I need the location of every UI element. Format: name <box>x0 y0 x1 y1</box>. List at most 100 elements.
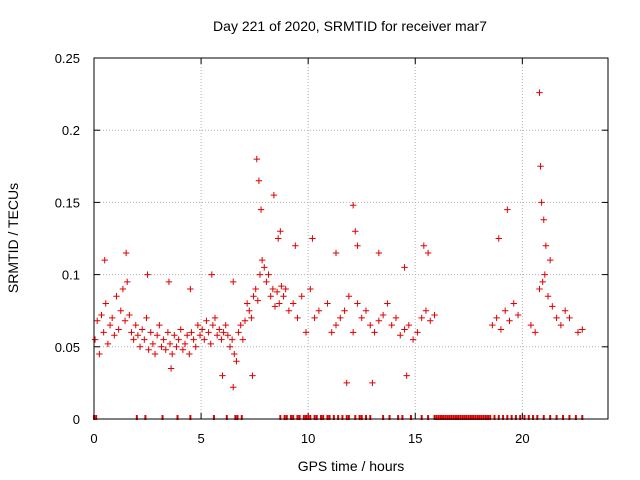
data-point <box>285 307 293 314</box>
data-point <box>216 326 223 333</box>
data-point <box>198 326 206 333</box>
data-point <box>109 314 116 322</box>
data-point <box>119 285 127 293</box>
data-point <box>213 332 221 339</box>
data-point <box>302 329 310 336</box>
data-point <box>165 278 173 286</box>
data-point <box>166 340 174 348</box>
data-point <box>138 326 146 333</box>
data-point <box>153 332 161 339</box>
data-point <box>230 384 237 391</box>
data-point <box>403 372 410 379</box>
data-point <box>420 242 428 249</box>
data-point <box>122 249 130 257</box>
data-point <box>255 177 263 184</box>
data-point <box>375 317 383 325</box>
data-point <box>218 336 225 343</box>
data-point <box>173 343 180 350</box>
data-point <box>510 300 517 307</box>
data-point <box>332 321 340 329</box>
data-point <box>250 293 257 300</box>
data-point <box>143 314 150 322</box>
data-point <box>273 288 281 296</box>
data-point <box>96 350 103 358</box>
data-point <box>224 332 232 339</box>
data-point <box>280 293 287 300</box>
data-point <box>424 249 432 257</box>
data-point <box>235 329 242 336</box>
data-point <box>233 358 240 365</box>
data-point <box>257 206 265 213</box>
data-point <box>205 329 212 336</box>
data-point <box>181 340 189 348</box>
data-point <box>493 314 500 322</box>
data-point <box>358 314 365 322</box>
data-point <box>123 278 131 286</box>
data-point <box>188 329 195 336</box>
data-point <box>113 293 120 300</box>
data-point <box>495 235 502 242</box>
data-point <box>230 278 237 286</box>
data-point <box>201 336 208 343</box>
data-point <box>187 285 194 293</box>
data-point <box>261 264 268 271</box>
data-point <box>328 329 335 336</box>
data-point <box>265 271 272 278</box>
data-point <box>397 332 404 339</box>
data-point <box>311 314 318 322</box>
data-point <box>179 346 187 353</box>
data-point <box>401 264 408 271</box>
y-tick-label: 0.1 <box>62 268 80 283</box>
data-point <box>388 321 395 329</box>
data-point <box>506 317 513 325</box>
x-tick-label: 20 <box>515 431 529 446</box>
data-point <box>289 300 297 307</box>
data-point <box>282 285 289 293</box>
data-point <box>541 271 549 278</box>
data-point <box>536 285 543 293</box>
data-point <box>194 321 202 329</box>
data-point <box>203 317 210 325</box>
x-tick-label: 15 <box>408 431 422 446</box>
data-point <box>126 311 133 319</box>
data-point <box>345 293 353 300</box>
data-point <box>158 343 165 350</box>
data-point <box>115 326 122 333</box>
data-point <box>546 256 554 264</box>
data-point <box>160 336 167 343</box>
data-point <box>367 321 374 329</box>
data-point <box>527 321 535 329</box>
data-point <box>549 303 556 310</box>
data-point <box>243 300 251 307</box>
data-point <box>536 89 543 96</box>
data-point <box>220 329 227 336</box>
data-point <box>497 326 505 333</box>
chart-title: Day 221 of 2020, SRMTID for receiver mar… <box>213 18 487 34</box>
data-point <box>121 317 129 325</box>
data-point <box>337 314 344 322</box>
y-tick-label: 0.25 <box>55 51 80 66</box>
data-point <box>414 329 421 336</box>
data-point <box>209 321 217 329</box>
data-point <box>405 321 413 329</box>
data-point <box>542 242 550 249</box>
data-point <box>531 329 539 336</box>
data-point <box>252 285 259 293</box>
data-point <box>249 372 256 379</box>
data-point <box>278 282 285 290</box>
data-point <box>128 329 135 336</box>
data-point <box>354 300 361 307</box>
data-point <box>574 329 582 336</box>
data-point <box>537 163 544 170</box>
data-point <box>369 379 376 387</box>
data-point <box>196 332 204 339</box>
data-point <box>164 329 172 336</box>
data-point <box>431 311 438 319</box>
data-point <box>248 314 255 322</box>
data-point <box>141 336 148 343</box>
x-tick-label: 10 <box>301 431 315 446</box>
data-point <box>190 336 197 343</box>
data-point <box>98 311 105 319</box>
data-point <box>514 311 522 319</box>
data-point <box>504 206 511 213</box>
